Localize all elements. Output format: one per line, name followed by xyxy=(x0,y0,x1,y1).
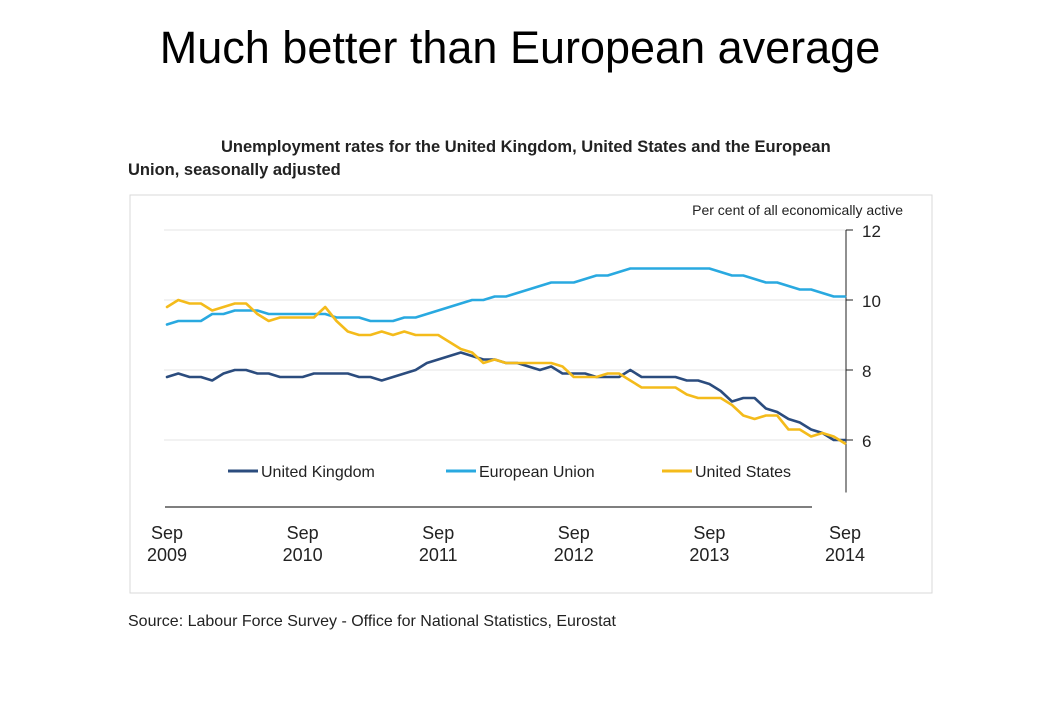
x-tick-label-month: Sep xyxy=(558,523,590,543)
x-tick-label-year: 2012 xyxy=(554,545,594,565)
chart-frame xyxy=(129,194,933,594)
series-lines xyxy=(165,267,847,445)
x-tick-label-month: Sep xyxy=(422,523,454,543)
y-tick-label: 10 xyxy=(862,292,881,311)
y-tick-label: 8 xyxy=(862,362,871,381)
series-line-united-states xyxy=(165,298,847,445)
chart-title-line-1: Unemployment rates for the United Kingdo… xyxy=(221,138,831,156)
x-tick-label-month: Sep xyxy=(829,523,861,543)
legend-label: United States xyxy=(695,464,791,481)
y-tick-label: 12 xyxy=(862,222,881,241)
legend-label: European Union xyxy=(479,464,595,481)
y-axis: 6 8 10 12 xyxy=(845,222,881,493)
legend: United Kingdom European Union United State… xyxy=(228,464,791,481)
x-tick-label-year: 2010 xyxy=(283,545,323,565)
series-line-european-union xyxy=(165,267,847,326)
unit-label: Per cent of all economically active xyxy=(692,202,903,218)
series-line-united-kingdom xyxy=(165,351,847,442)
x-tick-label-year: 2009 xyxy=(147,545,187,565)
gridlines xyxy=(164,229,846,441)
chart-title: Unemployment rates for the United Kingdo… xyxy=(128,136,928,182)
x-axis: Sep2009Sep2010Sep2011Sep2012Sep2013Sep20… xyxy=(147,506,865,565)
y-tick-label: 6 xyxy=(862,432,871,451)
x-tick-label-year: 2013 xyxy=(689,545,729,565)
x-tick-label-month: Sep xyxy=(287,523,319,543)
source-note: Source: Labour Force Survey - Office for… xyxy=(128,613,616,630)
x-tick-label-year: 2014 xyxy=(825,545,865,565)
chart-title-line-2: Union, seasonally adjusted xyxy=(128,161,341,179)
x-tick-label-month: Sep xyxy=(693,523,725,543)
x-tick-label-year: 2011 xyxy=(419,545,458,565)
legend-label: United Kingdom xyxy=(261,464,375,481)
slide-title: Much better than European average xyxy=(159,22,881,73)
x-tick-label-month: Sep xyxy=(151,523,183,543)
